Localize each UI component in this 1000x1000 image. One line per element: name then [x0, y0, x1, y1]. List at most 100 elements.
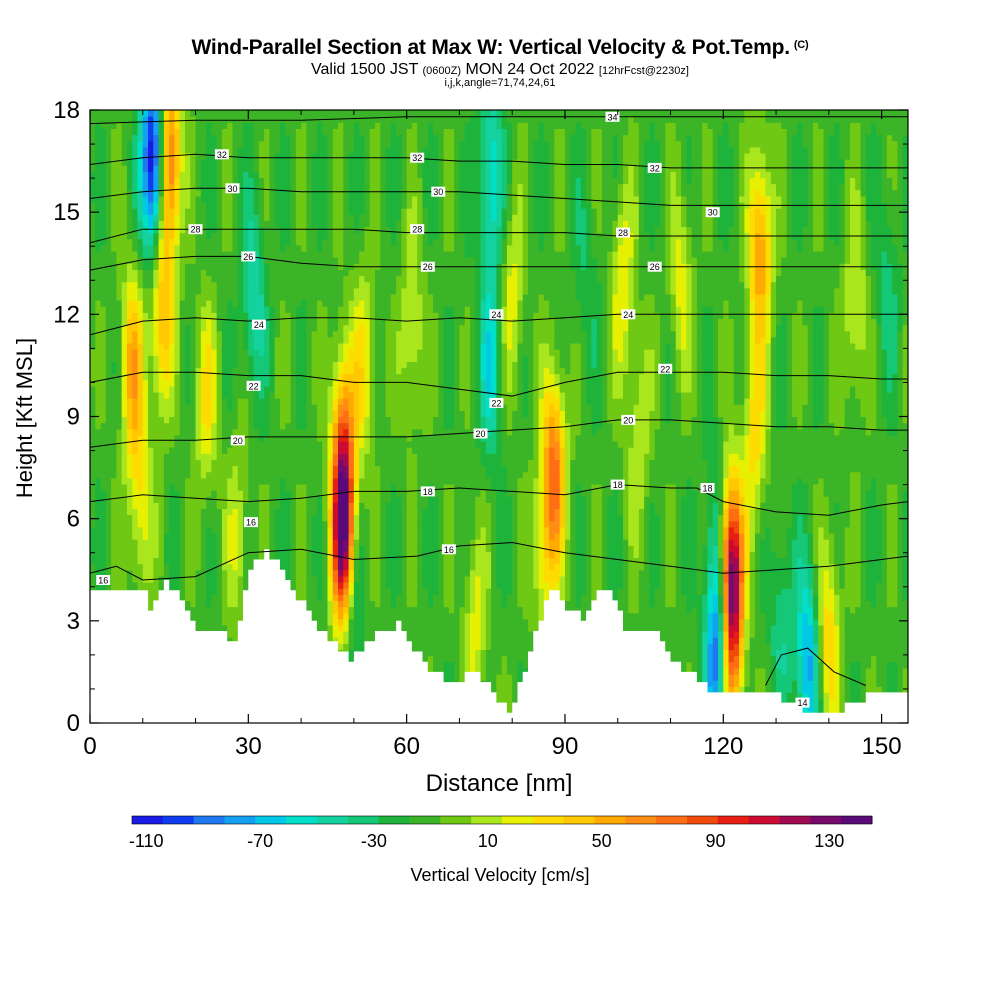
field-cell	[290, 404, 297, 411]
field-cell	[116, 520, 123, 528]
field-cell	[90, 539, 96, 546]
field-cell	[221, 330, 228, 338]
field-cell	[121, 385, 128, 393]
field-cell	[332, 582, 339, 589]
field-cell	[142, 287, 149, 295]
field-cell	[132, 391, 139, 399]
field-cell	[316, 165, 323, 172]
field-cell	[190, 208, 197, 215]
field-cell	[111, 263, 117, 270]
field-cell	[253, 477, 260, 485]
field-cell	[306, 244, 313, 252]
field-cell	[153, 275, 160, 283]
field-cell	[269, 324, 276, 332]
field-cell	[195, 336, 202, 344]
field-cell	[100, 563, 107, 571]
field-cell	[90, 318, 96, 326]
field-cell	[190, 281, 197, 289]
field-cell	[169, 391, 176, 399]
field-cell	[237, 263, 244, 270]
field-cell	[174, 195, 181, 203]
field-cell	[206, 465, 212, 473]
field-cell	[126, 177, 133, 185]
field-cell	[279, 490, 286, 497]
field-cell	[338, 238, 344, 246]
field-cell	[100, 465, 107, 473]
field-cell	[100, 526, 107, 534]
field-cell	[332, 263, 339, 270]
field-cell	[100, 342, 107, 350]
field-cell	[126, 134, 133, 142]
field-cell	[153, 434, 160, 442]
field-cell	[311, 496, 318, 503]
field-cell	[169, 146, 176, 154]
field-cell	[200, 575, 207, 583]
field-cell	[179, 594, 186, 601]
field-cell	[153, 232, 160, 240]
field-cell	[285, 244, 292, 252]
field-cell	[221, 110, 228, 117]
field-cell	[227, 631, 234, 638]
field-cell	[206, 441, 212, 448]
field-cell	[90, 428, 96, 436]
field-cell	[142, 391, 149, 399]
field-cell	[132, 539, 139, 546]
field-cell	[253, 269, 260, 277]
field-cell	[95, 471, 102, 479]
field-cell	[311, 391, 318, 399]
field-cell	[169, 122, 176, 129]
field-cell	[132, 582, 139, 589]
field-cell	[105, 140, 112, 148]
field-cell	[126, 502, 133, 510]
field-cell	[327, 416, 334, 424]
field-cell	[343, 146, 350, 154]
field-cell	[221, 594, 228, 601]
field-cell	[126, 293, 133, 301]
field-cell	[211, 477, 218, 485]
field-cell	[142, 201, 149, 209]
field-cell	[116, 379, 123, 387]
field-cell	[153, 110, 160, 117]
field-cell	[243, 410, 249, 418]
field-cell	[174, 342, 181, 350]
field-cell	[184, 582, 191, 589]
field-cell	[190, 287, 197, 295]
field-cell	[206, 612, 212, 620]
field-cell	[195, 306, 202, 313]
field-cell	[237, 453, 244, 461]
title-params: i,j,k,angle=71,74,24,61	[444, 77, 556, 89]
field-cell	[248, 293, 255, 301]
field-cell	[274, 122, 281, 129]
field-cell	[211, 508, 218, 516]
field-cell	[105, 300, 112, 307]
field-cell	[200, 361, 207, 369]
field-cell	[279, 404, 286, 411]
field-cell	[237, 459, 244, 467]
field-cell	[269, 367, 276, 375]
field-cell	[184, 195, 191, 203]
field-cell	[90, 514, 96, 522]
field-cell	[301, 434, 307, 442]
field-cell	[232, 379, 239, 387]
field-cell	[322, 208, 329, 215]
field-cell	[148, 244, 154, 252]
field-cell	[142, 582, 149, 589]
field-cell	[301, 349, 307, 356]
field-cell	[327, 312, 334, 320]
field-cell	[322, 471, 329, 479]
field-cell	[95, 398, 102, 405]
field-cell	[295, 342, 302, 350]
field-cell	[295, 496, 302, 503]
field-cell	[290, 214, 297, 221]
field-cell	[295, 545, 302, 552]
field-cell	[295, 287, 302, 295]
field-cell	[142, 250, 149, 258]
field-cell	[153, 269, 160, 277]
field-cell	[116, 220, 123, 228]
field-cell	[243, 330, 249, 338]
field-cell	[316, 483, 323, 491]
field-cell	[327, 569, 334, 577]
field-cell	[179, 379, 186, 387]
field-cell	[237, 557, 244, 565]
field-cell	[163, 404, 170, 411]
